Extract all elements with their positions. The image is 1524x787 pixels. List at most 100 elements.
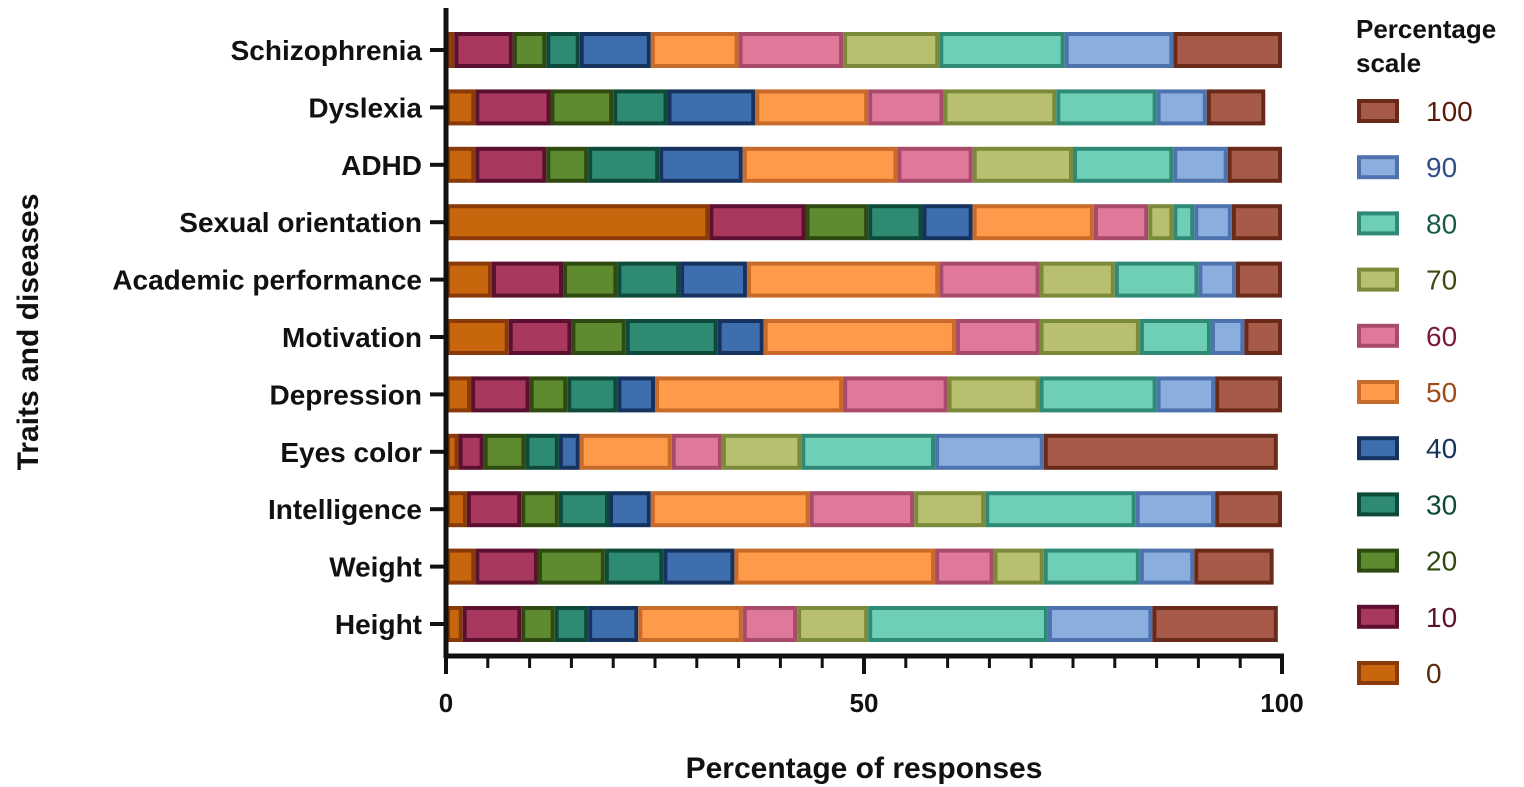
bar-segment (609, 491, 651, 528)
legend-label: 40 (1426, 433, 1457, 464)
bar-segment (663, 548, 735, 585)
bar-segment (458, 433, 484, 470)
bar-segment (935, 433, 1044, 470)
bar-segment (546, 32, 580, 68)
bar-segment (588, 146, 660, 183)
bar-segment (1039, 376, 1157, 413)
bar-segment (554, 606, 589, 642)
bar-segment (868, 204, 923, 241)
bar-segment (446, 146, 476, 183)
bar-segment (1173, 32, 1282, 68)
bar-segment (625, 319, 718, 355)
bar-segment (491, 261, 564, 298)
legend-label: 30 (1426, 489, 1457, 520)
bar-segment (972, 146, 1073, 183)
bar-segment (797, 606, 869, 642)
bar-segment (809, 491, 915, 528)
bar-segment (563, 261, 618, 298)
bar-segment (462, 606, 522, 642)
legend-swatch (1357, 604, 1399, 629)
bar-segment (1215, 376, 1282, 413)
bars-layer (446, 32, 1283, 642)
bar-segment (717, 319, 764, 355)
bar-segment (1135, 491, 1216, 528)
bar-segment (1198, 261, 1237, 298)
bar-segment (742, 606, 798, 642)
bar-segment (1244, 319, 1283, 355)
bar-segment (742, 146, 898, 183)
bar-segment (1206, 89, 1266, 126)
bar-segment (868, 89, 944, 126)
category-label: Height (335, 609, 422, 640)
bar-segment (579, 433, 672, 470)
bar-segment (734, 548, 936, 585)
legend-title: Percentage (1356, 14, 1496, 44)
bar-segment (446, 433, 459, 470)
legend-swatch (1357, 99, 1399, 123)
bar-segment (446, 376, 472, 413)
legend-swatch (1357, 323, 1399, 348)
legend-swatch (1357, 211, 1399, 236)
bar-segment (1043, 433, 1278, 470)
bar-segment (475, 89, 551, 126)
legend-label: 60 (1426, 321, 1457, 352)
bar-segment (1173, 146, 1228, 183)
bar-segment (550, 89, 614, 126)
bar-segment (466, 491, 522, 528)
x-axis-title: Percentage of responses (686, 752, 1043, 785)
bar-segment (763, 319, 956, 355)
legend-label: 50 (1426, 377, 1457, 408)
bar-segment (454, 32, 513, 68)
bar-segment (709, 204, 806, 241)
bar-segment (659, 146, 743, 183)
bar-segment (471, 376, 530, 413)
bar-segment (1064, 32, 1174, 68)
legend-label: 10 (1426, 602, 1457, 633)
bar-segment (935, 548, 994, 585)
bar-segment (558, 433, 580, 470)
bar-segment (650, 491, 810, 528)
bar-segment (650, 32, 739, 68)
bar-segment (579, 32, 651, 68)
category-label: Dyslexia (308, 92, 422, 123)
bar-segment (1039, 319, 1140, 355)
bar-segment (604, 548, 664, 585)
bar-segment (943, 89, 1057, 126)
bar-segment (738, 32, 844, 68)
bar-segment (655, 376, 844, 413)
category-label: Depression (270, 379, 423, 410)
bar-segment (671, 433, 722, 470)
legend-swatch (1357, 380, 1399, 404)
bar-segment (617, 376, 656, 413)
bar-segment (955, 319, 1040, 355)
bar-segment (613, 89, 668, 126)
bar-segment (947, 376, 1040, 413)
bar-segment (446, 548, 476, 585)
bar-segment (985, 491, 1136, 528)
bar-segment (475, 548, 538, 585)
bar-segment (483, 433, 526, 470)
category-labels: Schizophrenia Dyslexia ADHD Sexual orientat… (112, 35, 446, 640)
bar-segment (529, 376, 568, 413)
legend-swatch (1357, 661, 1399, 685)
category-label: Intelligence (268, 494, 422, 525)
bar-segment (567, 376, 618, 413)
bar-segment (939, 32, 1065, 68)
bar-segment (588, 606, 639, 642)
bar-segment (571, 319, 626, 355)
bar-segment (446, 606, 463, 642)
bar-segment (721, 433, 802, 470)
legend-swatch (1357, 155, 1399, 180)
bar-segment (446, 491, 467, 528)
bar-segment (993, 548, 1044, 585)
bar-segment (1236, 261, 1283, 298)
bar-segment (1173, 204, 1195, 241)
bar-segment (1114, 261, 1199, 298)
bar-segment (843, 376, 948, 413)
bar-segment (446, 204, 710, 241)
bar-segment (1194, 204, 1232, 241)
bar-segment (746, 261, 940, 298)
